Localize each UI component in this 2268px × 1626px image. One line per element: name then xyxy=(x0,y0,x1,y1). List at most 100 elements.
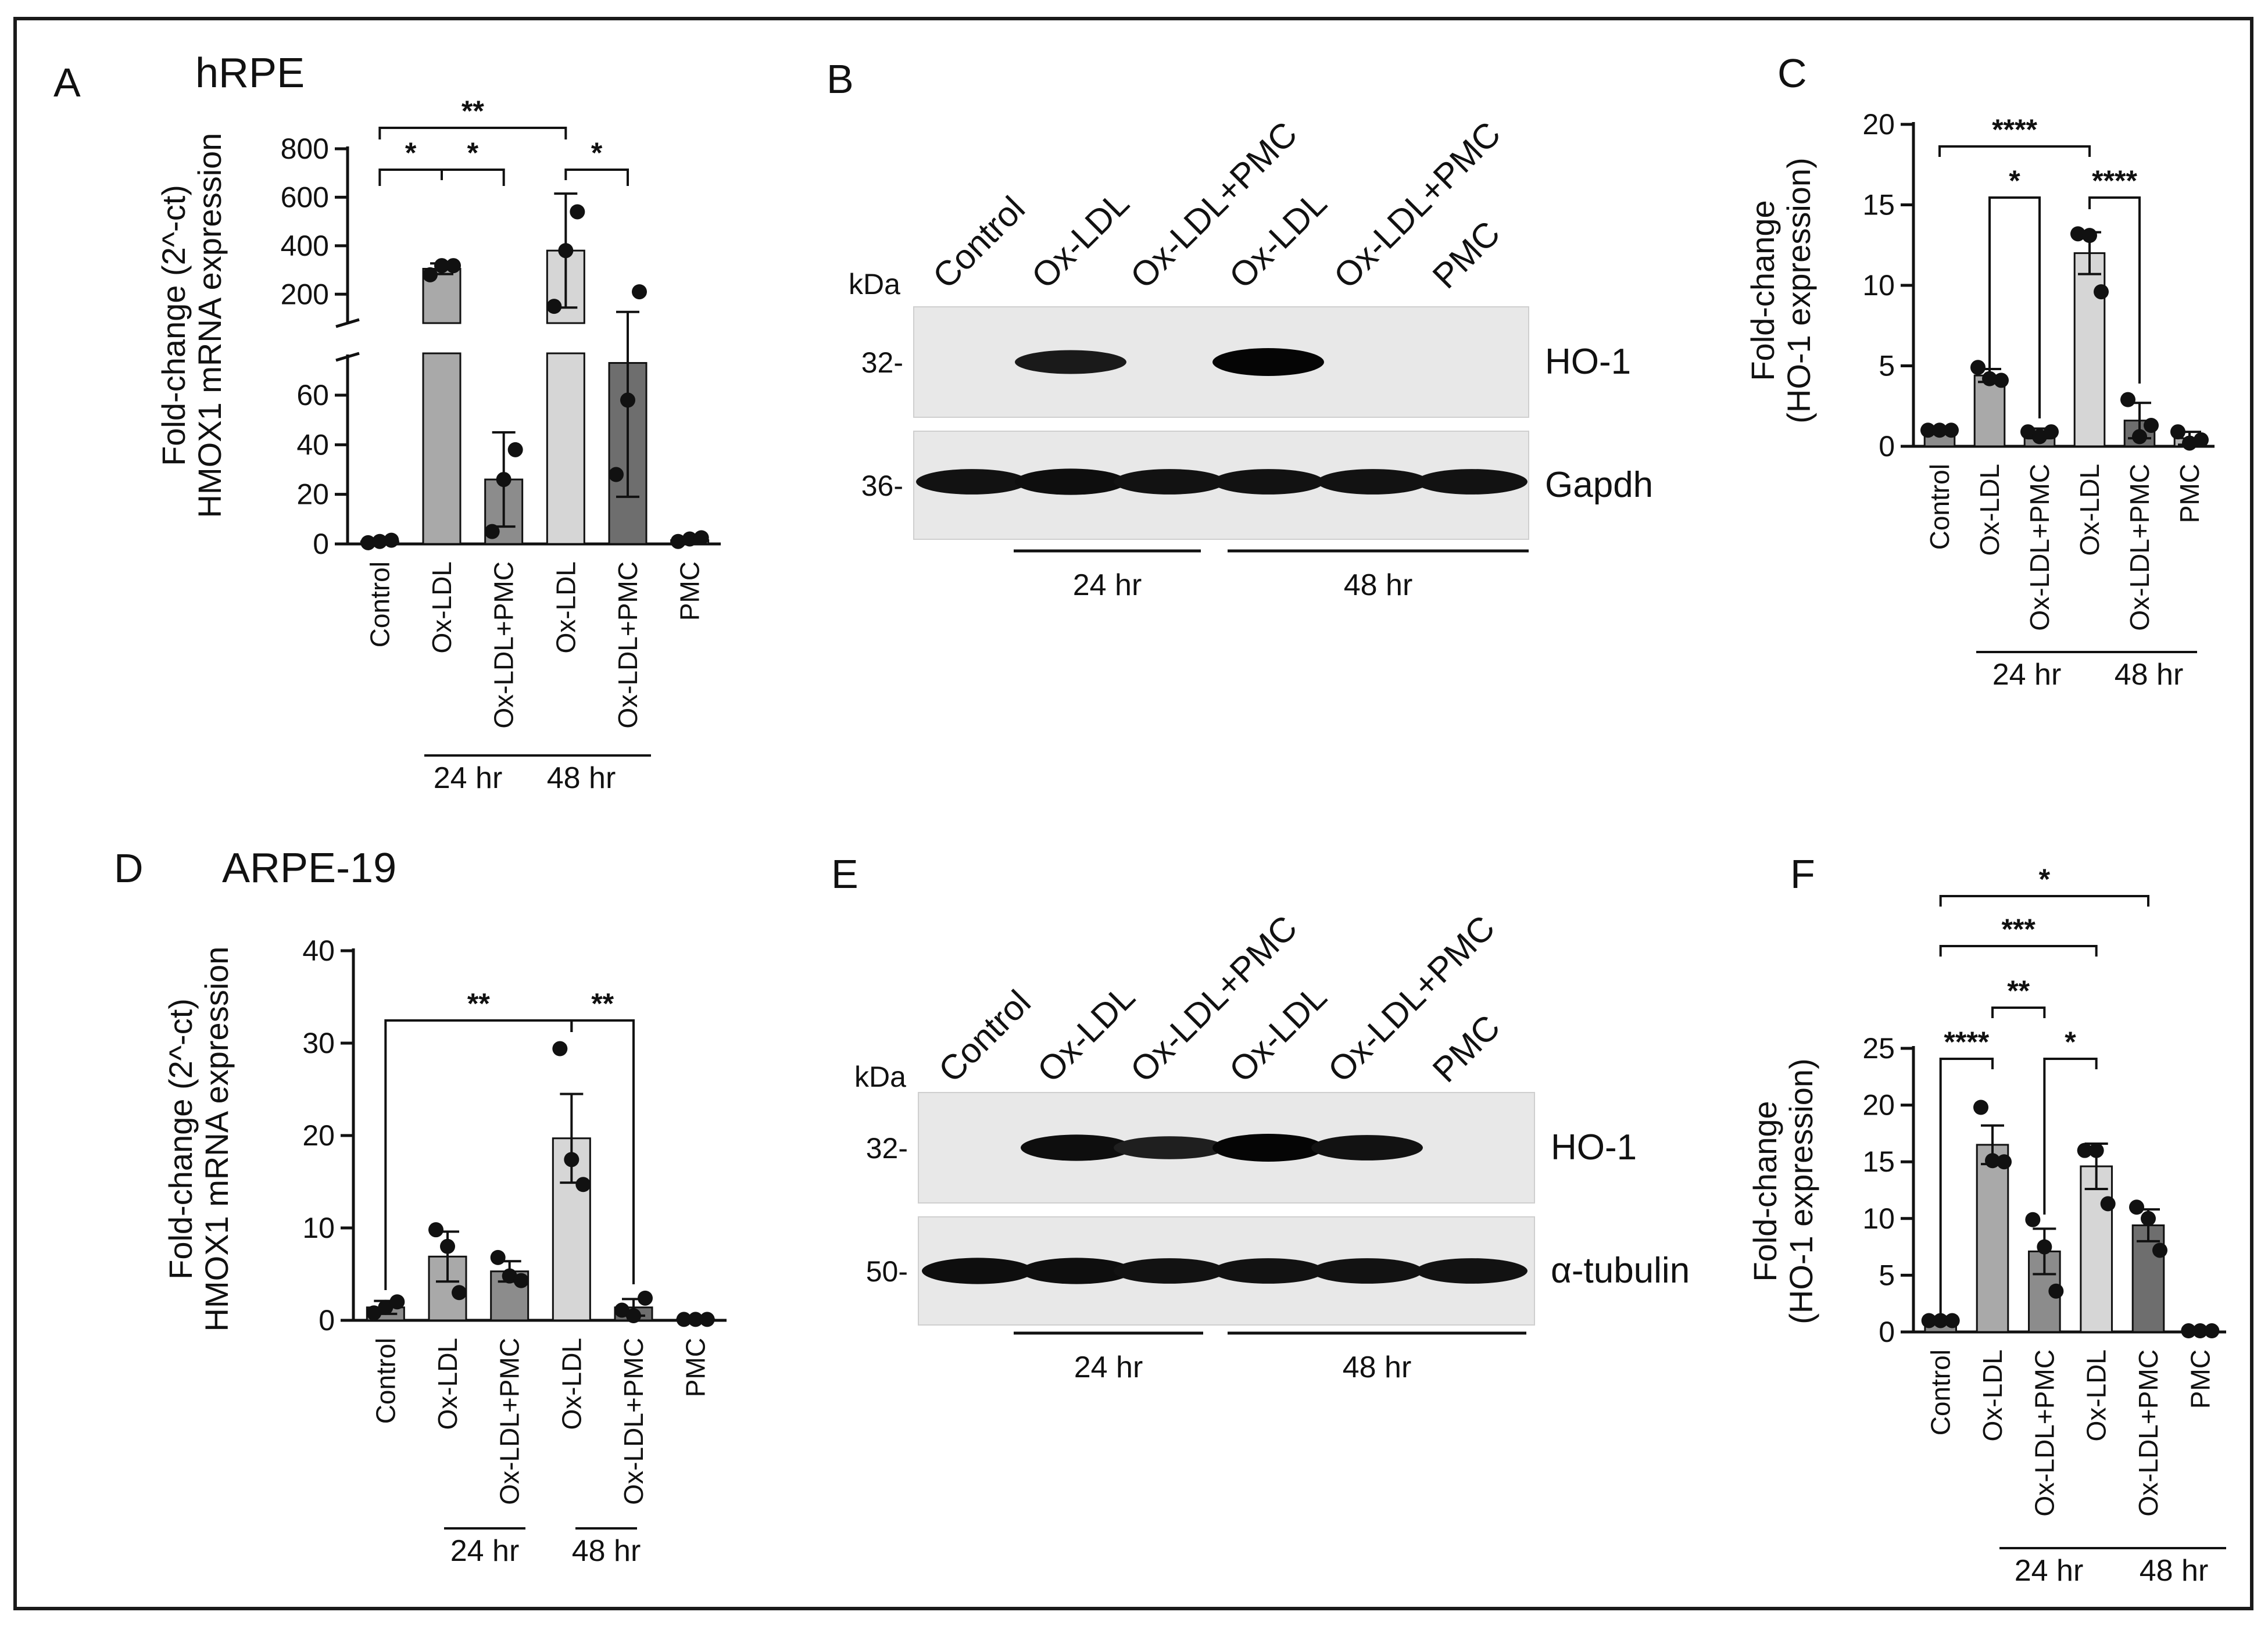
data-point xyxy=(1994,373,2009,388)
data-point xyxy=(2192,1323,2208,1339)
group-label: 24 hr xyxy=(1992,658,2062,692)
data-point xyxy=(2077,1143,2092,1158)
significance-bracket xyxy=(1991,1007,2046,1018)
protein-band xyxy=(1212,469,1324,495)
data-point xyxy=(2182,435,2197,451)
kda-unit-label: kDa xyxy=(849,268,900,300)
panel-label-d: D xyxy=(114,846,144,891)
data-point xyxy=(452,1285,467,1301)
significance-label: **** xyxy=(2092,164,2137,197)
x-category-label: Ox-LDL+PMC xyxy=(495,1338,525,1505)
significance-label: ** xyxy=(467,987,490,1020)
data-point xyxy=(440,1238,455,1254)
y-axis-label-line1: Fold-change (2^-ct) xyxy=(162,998,199,1280)
panel-title-hrpe: hRPE xyxy=(195,50,305,96)
y-axis-label-line2: HMOX1 mRNA expression xyxy=(198,947,235,1332)
data-point xyxy=(484,524,500,539)
protein-label: HO-1 xyxy=(1545,342,1631,382)
data-point xyxy=(1932,422,1947,438)
x-category-label: Ox-LDL xyxy=(556,1338,586,1430)
data-point xyxy=(1997,1154,2012,1170)
significance-label: ** xyxy=(462,95,484,127)
y-tick-label: 10 xyxy=(1862,1202,1895,1235)
protein-band xyxy=(1416,1258,1527,1284)
bar xyxy=(546,352,585,545)
x-category-label: PMC xyxy=(2185,1349,2215,1409)
data-point xyxy=(693,530,709,546)
y-axis-label-line1: Fold-change xyxy=(1744,200,1781,381)
significance-bracket xyxy=(1988,196,2041,418)
data-point xyxy=(2194,432,2209,447)
significance-label: **** xyxy=(1992,113,2037,146)
data-point xyxy=(423,267,438,282)
data-point xyxy=(389,1294,405,1310)
significance-bracket xyxy=(2088,196,2141,384)
protein-band xyxy=(1212,348,1324,376)
data-point xyxy=(1944,422,1959,438)
significance-label: * xyxy=(2065,1026,2076,1058)
protein-band xyxy=(1416,469,1527,495)
protein-label: Gapdh xyxy=(1545,465,1653,505)
group-label: 24 hr xyxy=(434,761,503,795)
data-point xyxy=(1982,371,1997,386)
data-point xyxy=(2048,1283,2064,1299)
x-category-label: Ox-LDL+PMC xyxy=(2029,1349,2059,1517)
axis-break-mark xyxy=(335,318,360,328)
y-axis-label-line2: (HO-1 expression) xyxy=(1780,157,1817,423)
significance-label: * xyxy=(2039,863,2051,896)
significance-bracket xyxy=(1939,1058,1994,1319)
time-group-label: 24 hr xyxy=(1073,568,1142,602)
data-point xyxy=(2020,424,2036,440)
data-point xyxy=(552,1041,568,1056)
data-point xyxy=(1921,1313,1937,1328)
y-tick-label: 30 xyxy=(302,1027,335,1059)
data-point xyxy=(2120,392,2135,407)
bar xyxy=(2073,252,2106,447)
data-point xyxy=(620,392,635,408)
data-point xyxy=(428,1222,443,1238)
data-point xyxy=(2181,1323,2197,1339)
data-point xyxy=(2025,1212,2041,1227)
kda-marker: 50- xyxy=(866,1255,908,1288)
significance-bracket xyxy=(1939,945,2098,957)
group-label: 48 hr xyxy=(547,761,616,795)
bar-upper-segment xyxy=(422,267,462,324)
data-point xyxy=(2141,1210,2156,1226)
x-category-label: Ox-LDL xyxy=(2074,464,2105,556)
significance-bracket xyxy=(2043,1058,2098,1215)
x-category-label: Ox-LDL xyxy=(550,561,581,653)
y-axis-label-line1: Fold-change xyxy=(1747,1101,1783,1281)
data-point xyxy=(570,204,585,220)
y-tick-label: 0 xyxy=(1879,1316,1895,1348)
significance-bracket xyxy=(441,169,505,186)
x-category-label: Ox-LDL xyxy=(2081,1349,2112,1441)
chart-d-arpe19-qpcr: 0 10 20 30 40 Fold-change (2^-ct) HMOX1 mRNA e… xyxy=(162,934,727,1568)
data-point xyxy=(2170,424,2185,440)
data-point xyxy=(682,531,697,547)
protein-label: α-tubulin xyxy=(1551,1251,1690,1291)
data-point xyxy=(2044,424,2059,440)
protein-band xyxy=(916,469,1028,495)
x-category-label: Ox-LDL+PMC xyxy=(489,561,519,729)
x-category-label: Control xyxy=(370,1338,400,1424)
data-point xyxy=(2037,1239,2052,1255)
x-category-label: Ox-LDL+PMC xyxy=(2024,464,2055,631)
bar xyxy=(2131,1224,2165,1333)
data-point xyxy=(626,1308,641,1324)
significance-bracket xyxy=(1939,895,2149,907)
kda-marker: 36- xyxy=(861,470,903,502)
figure-border xyxy=(13,17,2253,1610)
y-tick-label: 800 xyxy=(281,132,329,165)
x-category-label: Ox-LDL xyxy=(432,1338,463,1430)
data-point xyxy=(676,1312,692,1327)
data-point xyxy=(2144,417,2159,433)
x-category-label: Ox-LDL+PMC xyxy=(2124,464,2155,631)
protein-band xyxy=(922,1258,1033,1284)
group-label: 24 hr xyxy=(450,1534,520,1568)
significance-label: * xyxy=(467,137,479,169)
data-point xyxy=(2204,1323,2220,1339)
axis-break-mark xyxy=(335,352,360,362)
data-point xyxy=(507,442,523,457)
data-point xyxy=(1944,1313,1960,1328)
x-category-label: Ox-LDL xyxy=(427,561,457,653)
